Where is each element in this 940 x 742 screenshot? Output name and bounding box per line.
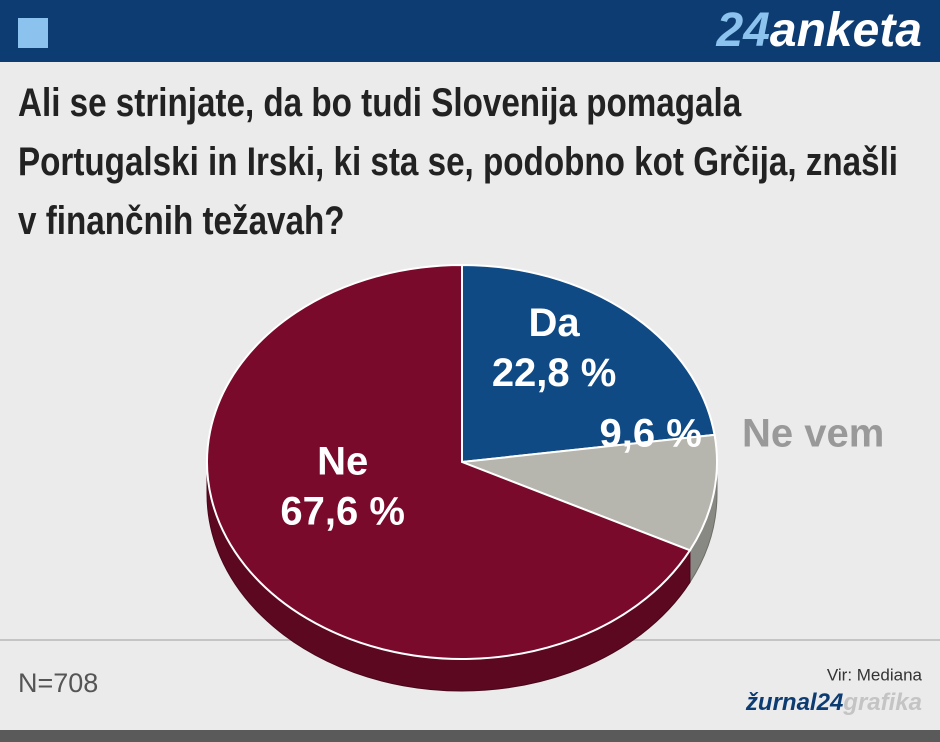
brand-number: 24 [716,4,770,57]
source: Vir: Mediana [827,665,923,684]
slice [461,263,716,464]
category-label: Ne vem [742,412,884,456]
header-bar [0,0,940,62]
sample-size: N=708 [18,668,98,698]
slice [206,263,692,660]
category-label: Ne [317,439,368,483]
category-label: Da [529,301,581,345]
brand-logo: 24anketa [716,4,922,57]
brand-word: anketa [770,4,922,57]
pie: Da 22,8 % 9,6 % Ne vem Ne 67,6 % [206,263,884,692]
slice [461,433,718,552]
footer-brand-word: grafika [842,689,922,716]
bottom-strip [0,730,940,742]
header-square [18,18,48,48]
value-label: 22,8 % [492,351,617,395]
footer-brand: žurnal24grafika [745,689,922,716]
footer-brand-name: žurnal24 [745,689,843,716]
question-title: Ali se strinjate, da bo tudi Slovenija p… [18,81,899,243]
value-label: 67,6 % [280,489,405,533]
value-label: 9,6 % [600,412,702,456]
